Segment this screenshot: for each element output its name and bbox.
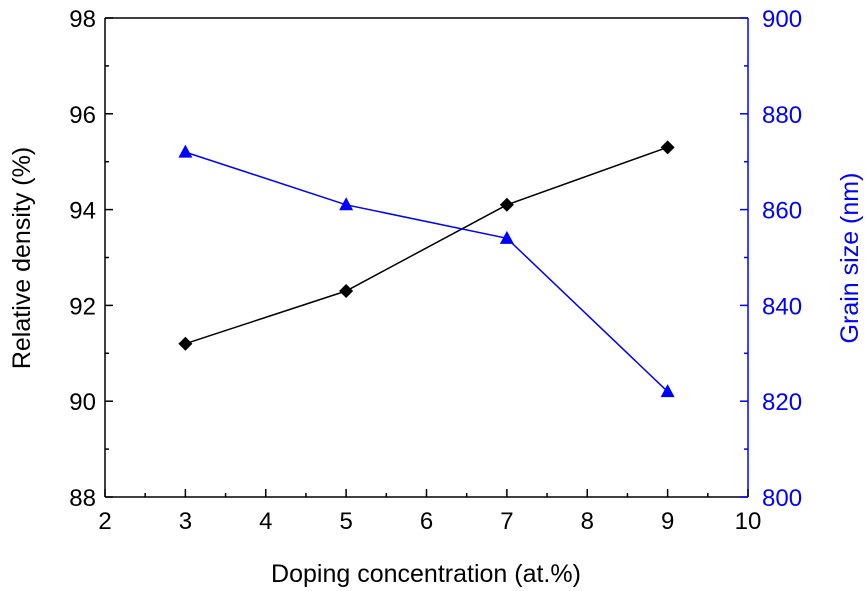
y-right-tick-label: 860: [762, 198, 802, 225]
series-1-point: [339, 284, 354, 299]
series-1-point: [178, 336, 193, 351]
y-right-tick-label: 840: [762, 293, 802, 320]
x-axis-label: Doping concentration (at.%): [271, 560, 581, 588]
x-tick-label: 9: [661, 508, 674, 535]
y-left-tick-label: 94: [69, 198, 96, 225]
series-1-point: [660, 140, 675, 155]
y-right-tick-label: 900: [762, 6, 802, 33]
series-layer: [178, 140, 675, 398]
y-right-tick-label: 820: [762, 389, 802, 416]
series-2-point: [660, 384, 675, 398]
x-tick-label: 5: [339, 508, 352, 535]
series-2-line: [185, 151, 669, 393]
x-tick-label: 2: [98, 508, 111, 535]
series-2-point: [499, 230, 514, 244]
x-tick-label: 6: [420, 508, 433, 535]
series-2-point: [178, 144, 193, 158]
x-tick-label: 4: [259, 508, 272, 535]
y-left-tick-label: 90: [69, 389, 96, 416]
x-tick-label: 8: [581, 508, 594, 535]
y-right-tick-label: 800: [762, 485, 802, 512]
x-tick-label: 7: [500, 508, 513, 535]
y-left-tick-label: 98: [69, 6, 96, 33]
series-1-line: [185, 146, 668, 345]
y-axis-left-label: Relative density (%): [8, 147, 36, 369]
x-tick-label: 3: [179, 508, 192, 535]
series-1-point: [499, 197, 514, 212]
y-right-tick-label: 880: [762, 102, 802, 129]
series-2-point: [339, 197, 354, 211]
y-axis-right-label: Grain size (nm): [836, 173, 864, 344]
y-left-tick-label: 92: [69, 293, 96, 320]
x-tick-label: 10: [735, 508, 762, 535]
axes-group: 2 3 4 5 6 7 8 9 10 88 90 92 94 96 98 800 820 840 860 880 900: [69, 6, 802, 535]
y-left-tick-label: 88: [69, 485, 96, 512]
y-left-tick-label: 96: [69, 102, 96, 129]
